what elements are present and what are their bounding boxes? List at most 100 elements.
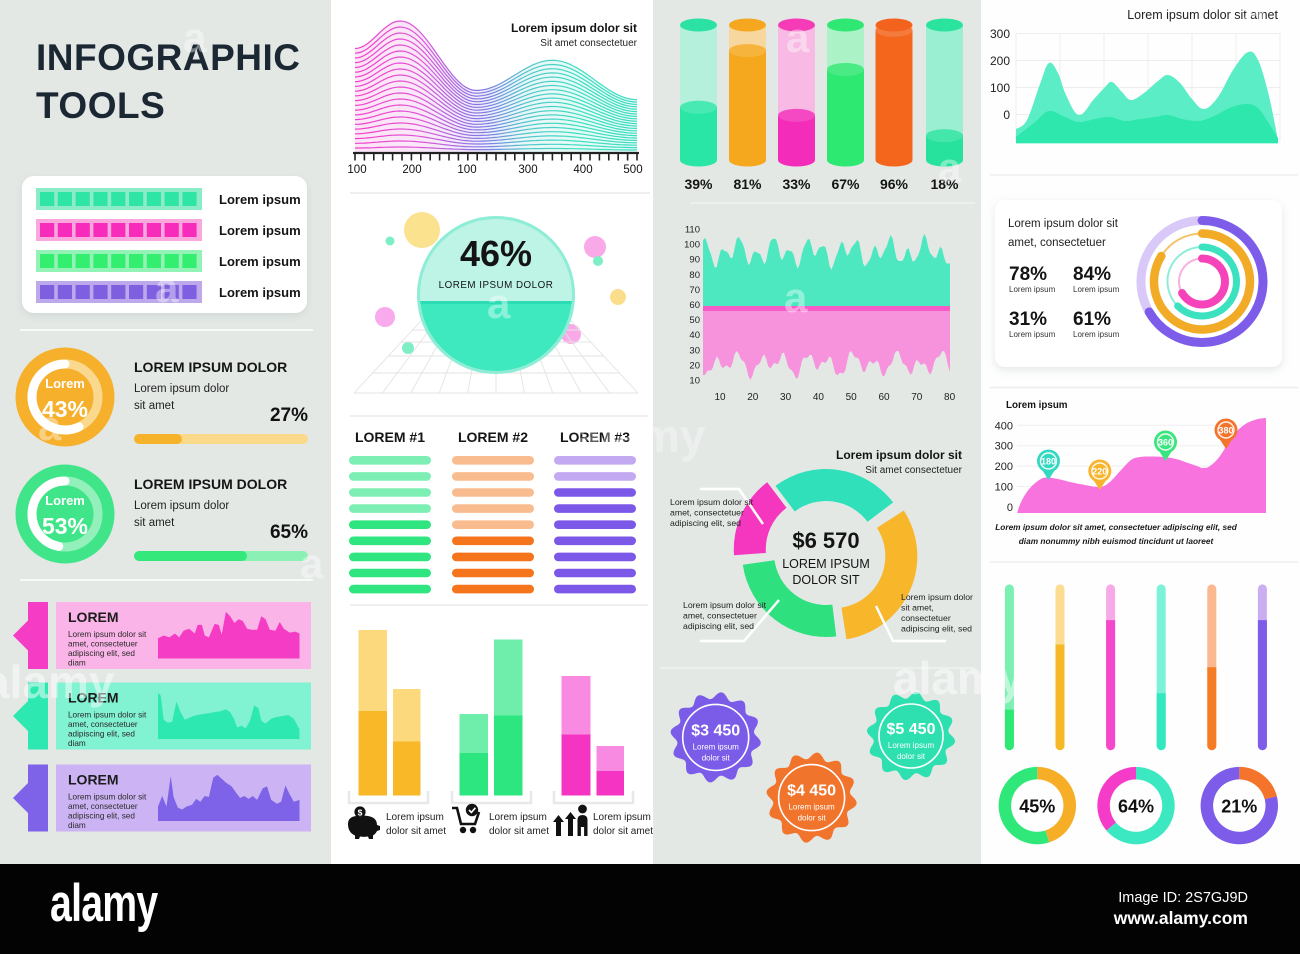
svg-text:Lorem ipsum: Lorem ipsum [1009, 330, 1056, 339]
svg-text:Lorem ipsum: Lorem ipsum [219, 285, 301, 300]
svg-text:Lorem ipsum: Lorem ipsum [1006, 400, 1068, 411]
svg-text:100: 100 [995, 482, 1013, 494]
svg-text:67%: 67% [831, 176, 860, 192]
svg-text:diam nonummy nibh euismod tinc: diam nonummy nibh euismod tincidunt ut l… [1019, 536, 1215, 546]
svg-text:amet, consectetuer: amet, consectetuer [68, 720, 138, 729]
svg-text:300: 300 [995, 441, 1013, 453]
svg-text:Lorem ipsum dolor: Lorem ipsum dolor [134, 500, 229, 512]
svg-text:10: 10 [714, 392, 726, 403]
svg-text:80: 80 [689, 270, 700, 281]
svg-text:a: a [487, 280, 511, 327]
svg-text:LOREM IPSUM: LOREM IPSUM [782, 557, 870, 571]
svg-text:dolor sit: dolor sit [798, 814, 827, 823]
svg-text:31%: 31% [1009, 309, 1047, 330]
svg-text:LOREM: LOREM [68, 772, 119, 788]
svg-text:a: a [938, 144, 962, 191]
svg-text:diam: diam [68, 739, 86, 748]
svg-text:33%: 33% [782, 176, 811, 192]
svg-text:Lorem ipsum dolor sit: Lorem ipsum dolor sit [68, 630, 147, 639]
svg-text:a: a [38, 402, 62, 449]
svg-text:alamy: alamy [893, 652, 1024, 704]
svg-text:alamy: alamy [575, 410, 706, 462]
svg-text:a: a [784, 274, 808, 321]
svg-text:Lorem ipsum dolor sit amet, co: Lorem ipsum dolor sit amet, consectetuer… [995, 522, 1238, 532]
svg-text:53%: 53% [42, 513, 88, 539]
svg-text:Lorem ipsum: Lorem ipsum [1073, 285, 1120, 294]
svg-text:Image ID: 2S7GJ9D: Image ID: 2S7GJ9D [1118, 890, 1248, 906]
svg-text:LOREM #1: LOREM #1 [355, 429, 425, 445]
svg-text:adipiscing elit, sed: adipiscing elit, sed [68, 812, 135, 821]
svg-text:Lorem ipsum dolor: Lorem ipsum dolor [901, 592, 973, 602]
svg-text:110: 110 [685, 225, 700, 236]
svg-text:400: 400 [573, 164, 592, 176]
svg-text:0: 0 [1007, 502, 1013, 514]
svg-text:alamy: alamy [50, 873, 158, 932]
svg-text:Lorem ipsum: Lorem ipsum [219, 254, 301, 269]
svg-text:dolor sit: dolor sit [702, 753, 731, 762]
svg-text:30: 30 [689, 345, 700, 356]
svg-text:Lorem ipsum dolor sit: Lorem ipsum dolor sit [1008, 218, 1119, 230]
svg-text:20: 20 [747, 392, 759, 403]
svg-text:Lorem ipsum dolor sit: Lorem ipsum dolor sit [836, 448, 962, 462]
svg-text:70: 70 [911, 392, 923, 403]
svg-text:60: 60 [689, 300, 700, 311]
svg-text:Lorem ipsum: Lorem ipsum [219, 223, 301, 238]
svg-text:LOREM: LOREM [68, 690, 119, 706]
svg-text:a: a [183, 14, 207, 61]
svg-text:50: 50 [846, 392, 858, 403]
svg-text:alamy: alamy [0, 656, 115, 708]
svg-text:Lorem: Lorem [45, 376, 85, 391]
svg-text:Lorem ipsum dolor sit amet: Lorem ipsum dolor sit amet [1127, 8, 1278, 22]
svg-text:100: 100 [684, 240, 700, 251]
svg-text:amet, consectetuer: amet, consectetuer [683, 611, 757, 621]
svg-text:dolor sit amet: dolor sit amet [386, 826, 446, 837]
svg-text:diam: diam [68, 821, 86, 830]
svg-text:LOREM IPSUM DOLOR: LOREM IPSUM DOLOR [134, 359, 287, 375]
svg-text:amet, consectetuer: amet, consectetuer [68, 640, 138, 649]
svg-text:sit amet: sit amet [134, 400, 175, 412]
svg-text:300: 300 [990, 27, 1010, 41]
svg-text:30: 30 [780, 392, 792, 403]
svg-text:a: a [300, 540, 324, 587]
svg-text:$: $ [358, 808, 363, 818]
svg-text:78%: 78% [1009, 264, 1047, 285]
svg-text:$3 450: $3 450 [691, 722, 740, 739]
svg-text:Lorem ipsum: Lorem ipsum [693, 742, 740, 751]
svg-text:40: 40 [689, 330, 700, 341]
svg-text:100: 100 [457, 164, 476, 176]
svg-text:$6 570: $6 570 [792, 528, 859, 553]
svg-text:TOOLS: TOOLS [36, 85, 165, 126]
svg-text:consectetuer: consectetuer [901, 613, 951, 623]
svg-text:adipiscing elit, sed: adipiscing elit, sed [901, 624, 972, 634]
svg-text:adipiscing elit, sed: adipiscing elit, sed [68, 649, 135, 658]
svg-text:200: 200 [995, 461, 1013, 473]
svg-text:diam: diam [68, 659, 86, 668]
svg-text:100: 100 [990, 81, 1010, 95]
svg-text:61%: 61% [1073, 309, 1111, 330]
svg-text:40: 40 [813, 392, 825, 403]
svg-text:Lorem ipsum dolor sit: Lorem ipsum dolor sit [68, 711, 147, 720]
svg-text:Lorem ipsum: Lorem ipsum [489, 812, 547, 823]
svg-text:Lorem ipsum: Lorem ipsum [788, 803, 835, 812]
svg-text:Lorem ipsum: Lorem ipsum [593, 812, 651, 823]
svg-text:Lorem ipsum dolor sit: Lorem ipsum dolor sit [511, 21, 637, 35]
svg-text:380: 380 [1218, 426, 1233, 436]
svg-text:dolor sit amet: dolor sit amet [593, 826, 653, 837]
svg-text:81%: 81% [733, 176, 762, 192]
svg-text:18%: 18% [930, 176, 959, 192]
svg-text:43%: 43% [42, 396, 88, 422]
svg-text:adipiscing elit, sed: adipiscing elit, sed [683, 621, 754, 631]
svg-text:20: 20 [689, 360, 700, 371]
svg-text:adipiscing elit, sed: adipiscing elit, sed [68, 730, 135, 739]
svg-text:dolor sit: dolor sit [897, 752, 926, 761]
svg-text:amet, consectetuer: amet, consectetuer [68, 802, 138, 811]
svg-text:21%: 21% [1221, 797, 1257, 817]
svg-text:$5 450: $5 450 [887, 721, 936, 738]
svg-text:Lorem ipsum: Lorem ipsum [1073, 330, 1120, 339]
svg-text:60: 60 [878, 392, 890, 403]
svg-text:64%: 64% [1118, 797, 1154, 817]
svg-text:80: 80 [944, 392, 956, 403]
svg-text:50: 50 [689, 315, 700, 326]
svg-text:Lorem ipsum: Lorem ipsum [386, 812, 444, 823]
svg-text:amet, consectetuer: amet, consectetuer [1008, 237, 1106, 249]
